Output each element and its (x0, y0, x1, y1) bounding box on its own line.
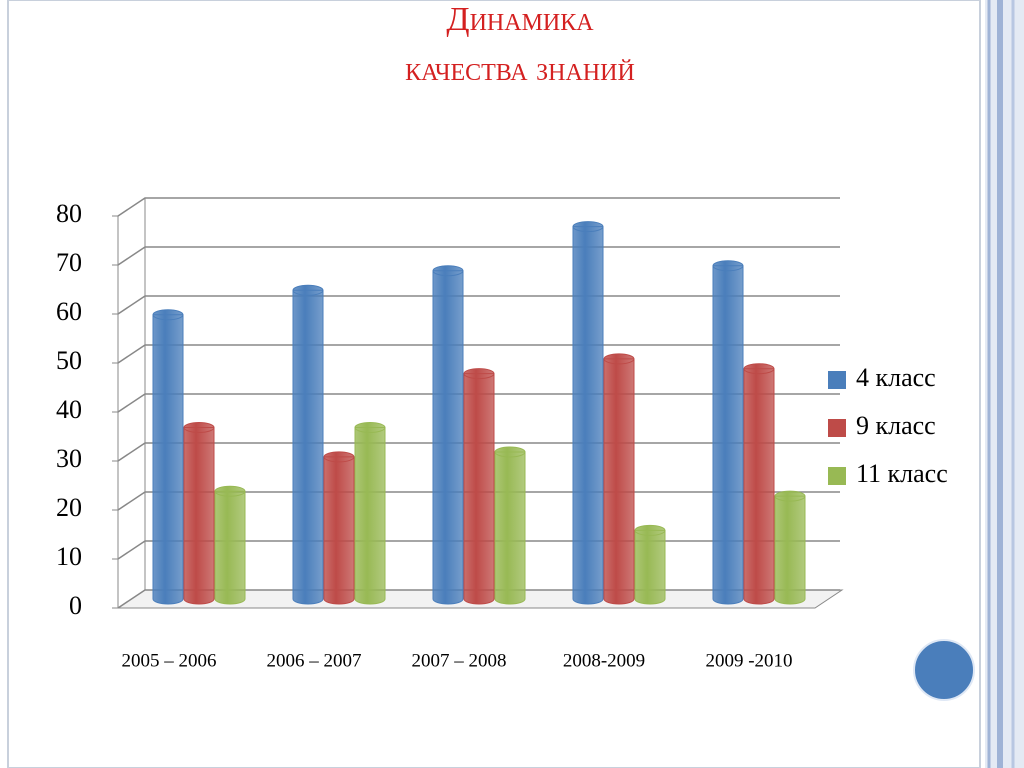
decor-circle (913, 639, 975, 701)
y-tick-label: 80 (56, 199, 82, 228)
grid-line (117, 295, 840, 315)
bar (743, 363, 775, 605)
chart-title: Динамика (446, 1, 594, 38)
grid-line (117, 197, 840, 217)
y-tick-label: 10 (56, 542, 82, 571)
y-tick-label: 20 (56, 493, 82, 522)
slide-frame (7, 0, 981, 768)
bar (354, 422, 386, 605)
x-tick-label: 2009 -2010 (705, 650, 792, 671)
legend-swatch (828, 419, 846, 437)
x-tick-label: 2006 – 2007 (267, 650, 362, 671)
bar (463, 368, 495, 605)
bar (152, 309, 184, 605)
side-stripes (985, 0, 1024, 768)
y-tick-label: 70 (56, 248, 82, 277)
legend-swatch (828, 371, 846, 389)
legend-label: 9 класс (856, 411, 936, 440)
y-tick-label: 0 (69, 591, 82, 620)
bar (323, 451, 355, 605)
bar (572, 221, 604, 605)
bar (292, 284, 324, 605)
grid-line (117, 344, 840, 364)
y-tick-label: 60 (56, 297, 82, 326)
y-tick-label: 40 (56, 395, 82, 424)
bar (183, 422, 215, 605)
legend-label: 4 класс (856, 363, 936, 392)
x-tick-label: 2005 – 2006 (122, 650, 217, 671)
grid-line (117, 246, 840, 266)
bar (603, 353, 635, 605)
legend-swatch (828, 467, 846, 485)
bar (214, 485, 246, 605)
y-tick-label: 50 (56, 346, 82, 375)
bar (712, 260, 744, 605)
y-tick-label: 30 (56, 444, 82, 473)
legend-label: 11 класс (856, 459, 948, 488)
chart-title: качества знаний (405, 51, 635, 88)
x-tick-label: 2007 – 2008 (412, 650, 507, 671)
bar (432, 265, 464, 605)
x-tick-label: 2008-2009 (563, 650, 645, 671)
bar (634, 524, 666, 605)
bar (494, 446, 526, 605)
bar (774, 490, 806, 605)
